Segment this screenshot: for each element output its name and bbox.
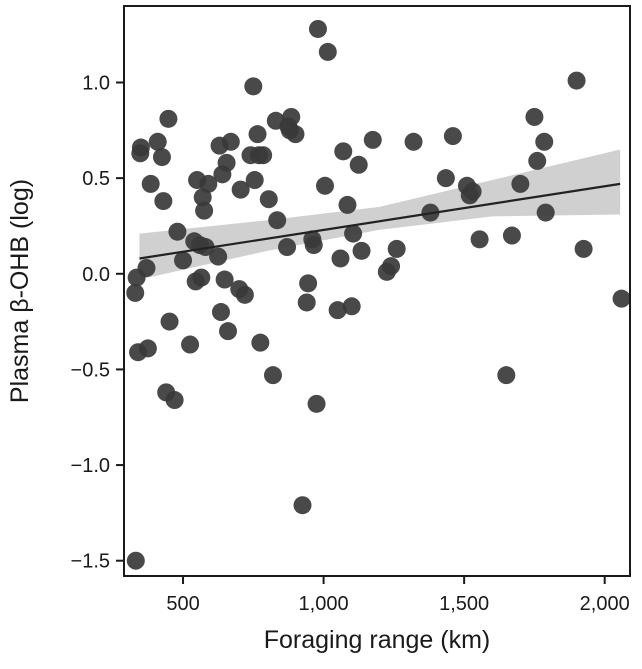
x-tick-label: 1,500 xyxy=(439,593,489,615)
data-point xyxy=(282,107,301,126)
data-point xyxy=(331,249,350,268)
data-point xyxy=(141,174,160,193)
data-point xyxy=(304,236,323,255)
data-point xyxy=(160,312,179,331)
x-axis-title: Foraging range (km) xyxy=(264,626,490,654)
y-tick-label: 0.5 xyxy=(82,168,110,190)
data-point xyxy=(152,148,171,167)
data-point xyxy=(338,195,357,214)
data-point xyxy=(235,285,254,304)
data-point xyxy=(211,303,230,322)
data-point xyxy=(349,155,368,174)
data-point xyxy=(126,551,145,570)
data-point xyxy=(382,257,401,276)
confidence-band xyxy=(139,149,621,280)
data-point xyxy=(192,268,211,287)
data-point xyxy=(528,151,547,170)
data-point xyxy=(297,293,316,312)
data-point xyxy=(154,192,173,211)
data-point xyxy=(195,201,214,220)
x-tick-label: 500 xyxy=(166,593,199,615)
data-point xyxy=(293,496,312,515)
y-tick-label: −0.5 xyxy=(71,359,110,381)
data-point xyxy=(263,366,282,385)
x-tick-label: 1,000 xyxy=(299,593,349,615)
data-point xyxy=(344,224,363,243)
data-point xyxy=(404,132,423,151)
data-point xyxy=(525,107,544,126)
y-tick-label: 1.0 xyxy=(82,73,110,95)
y-tick-label: −1.0 xyxy=(71,455,110,477)
data-point xyxy=(209,247,228,266)
data-point xyxy=(318,42,337,61)
data-point xyxy=(254,146,273,165)
data-point xyxy=(307,394,326,413)
data-point xyxy=(138,339,157,358)
data-point xyxy=(215,270,234,289)
data-point xyxy=(511,174,530,193)
data-point xyxy=(131,138,150,157)
plot-frame xyxy=(123,5,631,577)
data-point xyxy=(251,333,270,352)
data-point xyxy=(137,259,156,278)
data-point xyxy=(535,132,554,151)
data-point xyxy=(574,239,593,258)
regression-line xyxy=(139,182,621,260)
data-point xyxy=(221,132,240,151)
y-axis-title: Plasma β-OHB (log) xyxy=(6,179,34,403)
y-axis-ticks: 1.0 0.5 0.0 −0.5 −1.0 −1.5 xyxy=(71,73,124,573)
data-point xyxy=(342,297,361,316)
y-tick-label: 0.0 xyxy=(82,264,110,286)
data-point xyxy=(470,230,489,249)
data-point xyxy=(181,335,200,354)
data-point xyxy=(231,180,250,199)
data-point xyxy=(536,203,555,222)
confidence-band-layer xyxy=(139,149,621,280)
data-point xyxy=(334,142,353,161)
data-point xyxy=(278,238,297,257)
data-points-layer xyxy=(126,19,631,570)
data-point xyxy=(244,77,263,96)
data-point xyxy=(159,109,178,128)
data-point xyxy=(168,222,187,241)
x-tick-label: 2,000 xyxy=(580,593,630,615)
regression-line-layer xyxy=(139,182,621,260)
data-point xyxy=(219,322,238,341)
data-point xyxy=(286,125,305,144)
data-point xyxy=(165,391,184,410)
data-point xyxy=(217,153,236,172)
data-point xyxy=(567,71,586,90)
data-point xyxy=(387,239,406,258)
data-point xyxy=(612,289,631,308)
data-point xyxy=(299,274,318,293)
data-point xyxy=(268,211,287,230)
data-point xyxy=(308,19,327,38)
data-point xyxy=(502,226,521,245)
x-axis-ticks: 500 1,000 1,500 2,000 xyxy=(166,576,630,615)
data-point xyxy=(196,238,215,257)
data-point xyxy=(126,283,145,302)
data-point xyxy=(443,127,462,146)
data-point xyxy=(363,130,382,149)
y-tick-label: −1.5 xyxy=(71,551,110,573)
data-point xyxy=(174,251,193,270)
data-point xyxy=(436,169,455,188)
data-point xyxy=(245,171,264,190)
data-point xyxy=(315,176,334,195)
data-point xyxy=(328,301,347,320)
data-point xyxy=(463,182,482,201)
data-point xyxy=(497,366,516,385)
data-point xyxy=(352,241,371,260)
data-point xyxy=(259,190,278,209)
data-point xyxy=(199,174,218,193)
data-point xyxy=(148,132,167,151)
data-point xyxy=(248,125,267,144)
